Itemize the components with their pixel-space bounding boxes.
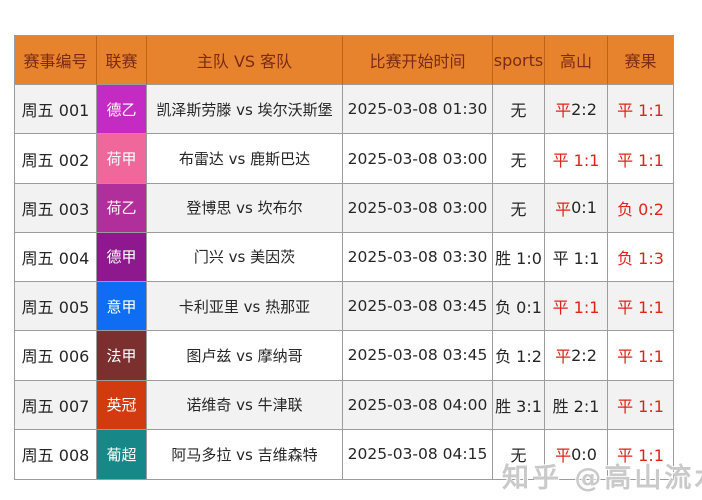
pick-text-red: 平 [555, 446, 572, 466]
match-teams-cell: 门兴 vs 美因茨 [147, 232, 343, 283]
header-cell-2: 主队 VS 客队 [147, 36, 343, 86]
sports-pick-cell: 无 [493, 134, 545, 184]
match-teams-cell: 登博思 vs 坎布尔 [147, 183, 343, 233]
start-time-cell: 2025-03-08 04:00 [343, 380, 493, 430]
sports-pick-cell: 胜 3:1 [493, 380, 545, 430]
league-badge: 意甲 [97, 282, 147, 332]
header-cell-4: sports [493, 36, 545, 86]
header-cell-0: 赛事编号 [15, 36, 97, 86]
pick-text: 胜 3:1 [495, 396, 542, 416]
pick-text: 2:2 [571, 99, 597, 119]
pick-text-red: 平 1:1 [617, 396, 664, 416]
gaoshan-pick-cell: 平 1:1 [545, 232, 608, 283]
gaoshan-pick-cell: 平 1:1 [545, 282, 608, 332]
match-id-cell: 周五 003 [15, 183, 97, 233]
pick-text: 无 [510, 150, 527, 170]
league-badge: 德甲 [97, 232, 147, 283]
match-id-cell: 周五 004 [15, 232, 97, 283]
pick-text-red: 平 1:1 [617, 150, 664, 170]
pick-text: 0:1 [571, 198, 597, 218]
start-time-cell: 2025-03-08 03:45 [343, 282, 493, 332]
sports-pick-cell: 负 0:1 [493, 282, 545, 332]
result-cell: 负 0:2 [608, 183, 673, 233]
match-id-cell: 周五 002 [15, 134, 97, 184]
start-time-cell: 2025-03-08 04:15 [343, 429, 493, 479]
pick-text-red: 平 1:1 [617, 347, 664, 367]
gaoshan-pick-cell: 平 0:0 [545, 429, 608, 479]
gaoshan-pick-cell: 平 1:1 [545, 134, 608, 184]
header-cell-1: 联赛 [97, 36, 147, 86]
match-teams-cell: 阿马多拉 vs 吉维森特 [147, 429, 343, 479]
pick-text: 负 1:2 [495, 347, 542, 367]
league-badge: 英冠 [97, 380, 147, 430]
match-id-cell: 周五 006 [15, 331, 97, 381]
pick-text-red: 平 1:1 [617, 298, 664, 318]
pick-text: 0:0 [571, 444, 597, 464]
pick-text: 无 [510, 199, 527, 219]
match-teams-cell: 图卢兹 vs 摩纳哥 [147, 331, 343, 381]
match-id-cell: 周五 007 [15, 380, 97, 430]
gaoshan-pick-cell: 平 2:2 [545, 85, 608, 135]
sports-pick-cell: 无 [493, 85, 545, 135]
result-cell: 平 1:1 [608, 85, 673, 135]
result-cell: 负 1:3 [608, 232, 673, 283]
sports-pick-cell: 无 [493, 183, 545, 233]
league-badge: 法甲 [97, 331, 147, 381]
result-cell: 平 1:1 [608, 134, 673, 184]
header-cell-6: 赛果 [608, 36, 673, 86]
pick-text: 无 [510, 446, 527, 466]
league-badge: 荷乙 [97, 183, 147, 233]
pick-text-red: 平 1:1 [552, 150, 600, 170]
sports-pick-cell: 胜 1:0 [493, 232, 545, 283]
pick-text-red: 负 0:2 [617, 199, 664, 219]
pick-text: 2:2 [571, 345, 597, 365]
start-time-cell: 2025-03-08 01:30 [343, 85, 493, 135]
match-teams-cell: 诺维奇 vs 牛津联 [147, 380, 343, 430]
pick-text-red: 平 1:1 [552, 298, 600, 318]
start-time-cell: 2025-03-08 03:30 [343, 232, 493, 283]
league-badge: 德乙 [97, 85, 147, 135]
match-id-cell: 周五 008 [15, 429, 97, 479]
results-table: 赛事编号 联赛 主队 VS 客队 比赛开始时间 sports 高山 赛果周五 001 德乙 凯泽… [14, 35, 674, 480]
sports-pick-cell: 无 [493, 429, 545, 479]
pick-text-red: 平 [555, 101, 572, 121]
match-id-cell: 周五 005 [15, 282, 97, 332]
result-cell: 平 1:1 [608, 380, 673, 430]
match-teams-cell: 凯泽斯劳滕 vs 埃尔沃斯堡 [147, 85, 343, 135]
pick-text: 平 1:1 [552, 248, 600, 268]
pick-text-red: 平 [555, 199, 572, 219]
pick-text-red: 平 1:1 [617, 101, 664, 121]
start-time-cell: 2025-03-08 03:00 [343, 183, 493, 233]
pick-text-red: 负 1:3 [617, 248, 664, 268]
pick-text-red: 平 [555, 347, 572, 367]
league-badge: 荷甲 [97, 134, 147, 184]
pick-text: 无 [510, 101, 527, 121]
result-cell: 平 1:1 [608, 331, 673, 381]
pick-text-red: 平 1:1 [617, 446, 664, 466]
result-cell: 平 1:1 [608, 282, 673, 332]
league-badge: 葡超 [97, 429, 147, 479]
match-teams-cell: 布雷达 vs 鹿斯巴达 [147, 134, 343, 184]
pick-text: 胜 1:0 [495, 248, 542, 268]
start-time-cell: 2025-03-08 03:45 [343, 331, 493, 381]
gaoshan-pick-cell: 平 2:2 [545, 331, 608, 381]
match-teams-cell: 卡利亚里 vs 热那亚 [147, 282, 343, 332]
gaoshan-pick-cell: 平 0:1 [545, 183, 608, 233]
pick-text: 胜 2:1 [552, 396, 600, 416]
header-cell-3: 比赛开始时间 [343, 36, 493, 86]
result-cell: 平 1:1 [608, 429, 673, 479]
start-time-cell: 2025-03-08 03:00 [343, 134, 493, 184]
sports-pick-cell: 负 1:2 [493, 331, 545, 381]
match-id-cell: 周五 001 [15, 85, 97, 135]
gaoshan-pick-cell: 胜 2:1 [545, 380, 608, 430]
header-cell-5: 高山 [545, 36, 608, 86]
pick-text: 负 0:1 [495, 298, 542, 318]
